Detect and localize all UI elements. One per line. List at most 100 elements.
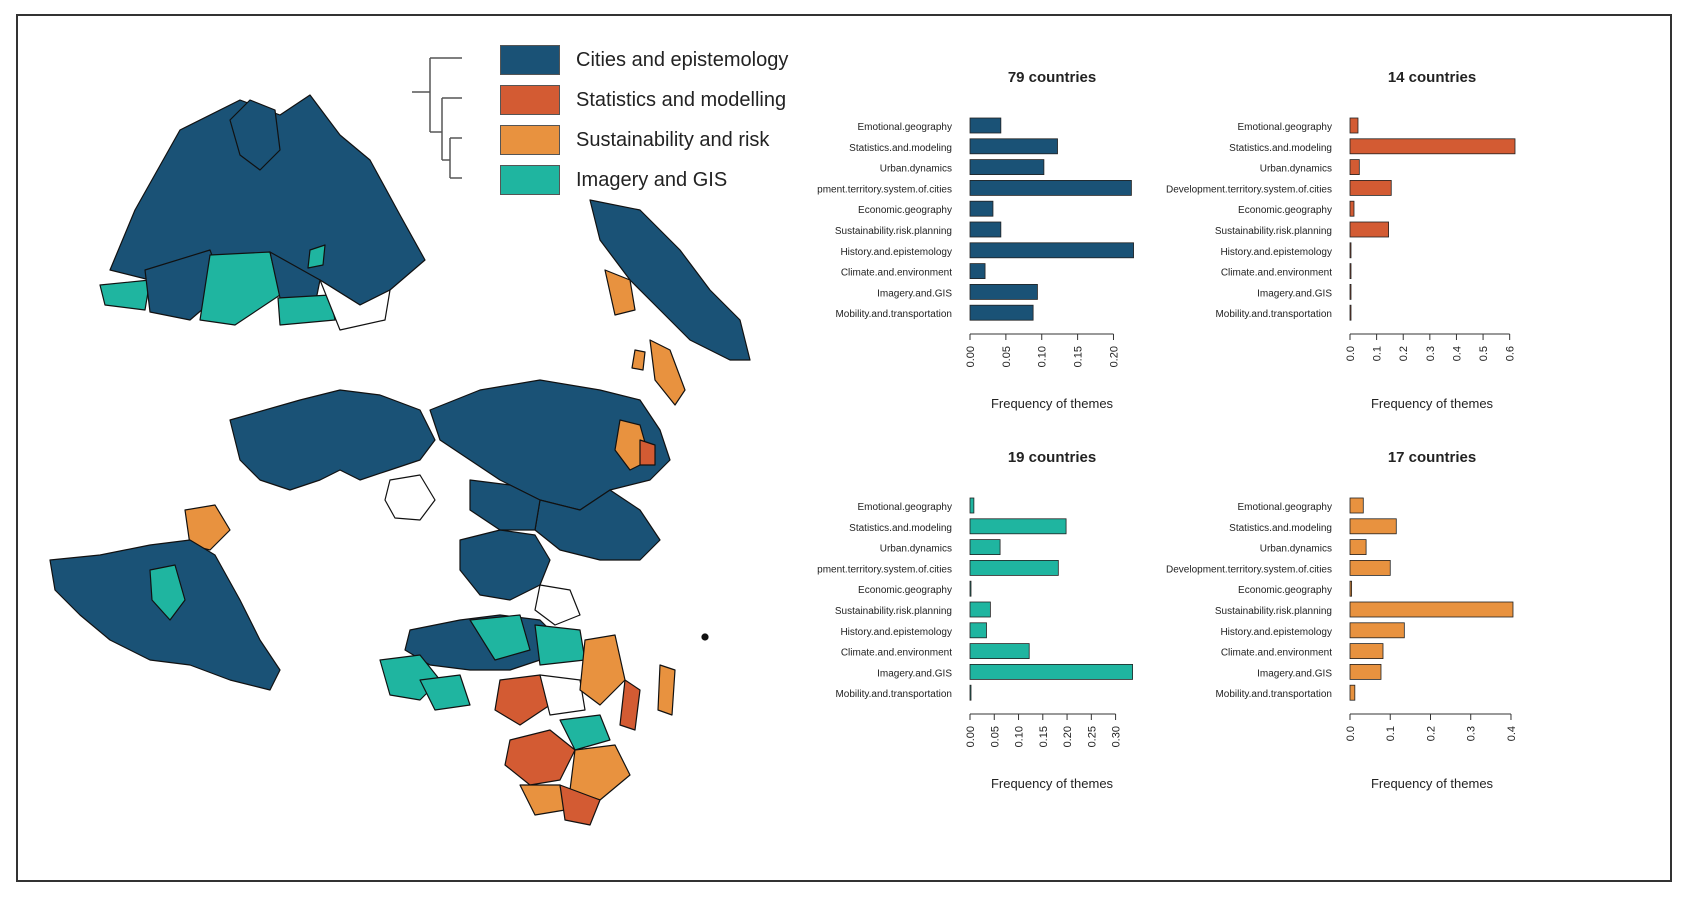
category-label: Mobility.and.transportation (835, 309, 952, 320)
map-region-korea (604, 269, 636, 316)
bar-chart-statistics: 14 countries Emotional.geography Statistic… (1166, 69, 1517, 411)
bar (969, 663, 1133, 680)
category-label: Emotional.geography (1237, 502, 1332, 513)
bar-chart-imagery: 19 countries Emotional.geography Statistic… (817, 449, 1133, 791)
bar (969, 304, 1034, 321)
category-label: Sustainability.risk.planning (835, 606, 952, 617)
category-label: History.and.epistemology (1220, 627, 1332, 638)
legend-swatch (500, 165, 560, 195)
category-label: Climate.and.environment (1221, 268, 1332, 279)
map-region-africa-south-1 (504, 729, 576, 786)
map-region-africa-horn (619, 679, 641, 731)
category-label: Sustainability.risk.planning (1215, 606, 1332, 617)
bar (1349, 242, 1352, 259)
bar (969, 117, 1002, 134)
map-region-middle-east (319, 279, 391, 331)
map-region-north-america (229, 389, 436, 491)
legend-label: Statistics and modelling (576, 88, 787, 111)
x-tick-label: 0.3 (1425, 346, 1437, 361)
map-region-mideast-2 (534, 584, 581, 626)
bar-chart-cities: 79 countries Emotional.geography Statistic… (817, 69, 1134, 411)
legend-label: Cities and epistemology (576, 48, 789, 71)
category-label: Urban.dynamics (1260, 544, 1332, 555)
x-tick-label: 0.15 (1038, 726, 1050, 747)
x-tick-label: 0.10 (1037, 346, 1049, 367)
x-tick-label: 0.20 (1062, 726, 1074, 747)
category-label: Economic.geography (1238, 205, 1332, 216)
category-label: Climate.and.environment (1221, 648, 1332, 659)
map-region-africa-south-4 (559, 784, 601, 826)
category-label: History.and.epistemology (840, 627, 952, 638)
x-tick-label: 0.15 (1073, 346, 1085, 367)
category-label: pment.territory.system.of.cities (817, 184, 952, 195)
bar (1349, 159, 1360, 175)
x-tick-label: 0.4 (1451, 346, 1463, 361)
map-region-north-africa-3 (199, 251, 281, 326)
map-region-africa-south-2 (569, 744, 631, 801)
world-map (49, 94, 751, 826)
map-region-madagascar (657, 664, 676, 716)
map-region-north-africa-5 (277, 294, 336, 326)
chart-title: 14 countries (1388, 69, 1476, 86)
category-label: pment.territory.system.of.cities (817, 564, 952, 575)
legend-label: Imagery and GIS (576, 168, 728, 191)
category-label: Economic.geography (858, 205, 952, 216)
bar (1349, 304, 1352, 321)
bar-chart-sustainability: 17 countries Emotional.geography Statistic… (1166, 449, 1518, 791)
category-label: Development.territory.system.of.cities (1166, 564, 1332, 575)
legend-item-statistics: Statistics and modelling (500, 82, 786, 118)
chart-title: 19 countries (1008, 449, 1096, 466)
legend-item-cities: Cities and epistemology (500, 42, 788, 78)
map-region-taiwan (631, 349, 646, 371)
map-region-africa-sahel-2 (534, 624, 586, 666)
category-label: Emotional.geography (857, 502, 952, 513)
map-region-africa-east (579, 634, 626, 706)
x-tick-label: 0.3 (1466, 726, 1478, 741)
category-label: Emotional.geography (1237, 122, 1332, 133)
category-label: History.and.epistemology (840, 247, 952, 258)
bar (969, 497, 975, 514)
bar (1349, 497, 1364, 514)
legend-dendrogram (412, 57, 462, 179)
map-region-caucasus (307, 244, 326, 269)
x-tick-label: 0.6 (1505, 346, 1517, 361)
bar (1349, 580, 1353, 597)
bar (969, 539, 1001, 555)
category-label: Economic.geography (1238, 585, 1332, 596)
legend: Cities and epistemology Statistics and m… (412, 45, 812, 220)
map-region-africa-south-3 (519, 784, 566, 816)
bar (969, 684, 972, 701)
category-label: Mobility.and.transportation (1215, 689, 1332, 700)
category-label: Statistics.and.modeling (1229, 143, 1332, 154)
x-axis-label: Frequency of themes (1371, 776, 1494, 791)
category-label: Statistics.and.modeling (849, 523, 952, 534)
map-region-russia (429, 379, 671, 511)
legend-item-imagery: Imagery and GIS (500, 162, 727, 198)
x-tick-label: 0.30 (1111, 726, 1123, 747)
category-label: Urban.dynamics (880, 164, 952, 175)
bar (1349, 560, 1391, 576)
bar (969, 242, 1134, 259)
x-tick-label: 0.4 (1506, 726, 1518, 741)
map-region-north-africa-1 (99, 279, 151, 311)
x-tick-label: 0.25 (1086, 726, 1098, 747)
bar (1349, 663, 1382, 680)
category-label: Imagery.and.GIS (1257, 668, 1332, 679)
bar (969, 560, 1059, 576)
category-label: Urban.dynamics (880, 544, 952, 555)
map-region-africa-sahel-1 (469, 614, 531, 661)
bar (1349, 684, 1356, 701)
x-tick-label: 0.1 (1385, 726, 1397, 741)
x-tick-label: 0.2 (1398, 346, 1410, 361)
bar (969, 283, 1038, 300)
x-tick-label: 0.00 (965, 346, 977, 367)
bar (969, 221, 1002, 238)
bar (969, 180, 1132, 196)
x-tick-label: 0.10 (1014, 726, 1026, 747)
bar (1349, 263, 1352, 280)
bar (1349, 643, 1384, 660)
category-label: Mobility.and.transportation (835, 689, 952, 700)
bar (1349, 283, 1352, 300)
map-region-central-america (184, 504, 231, 551)
legend-item-sustainability: Sustainability and risk (500, 122, 769, 158)
